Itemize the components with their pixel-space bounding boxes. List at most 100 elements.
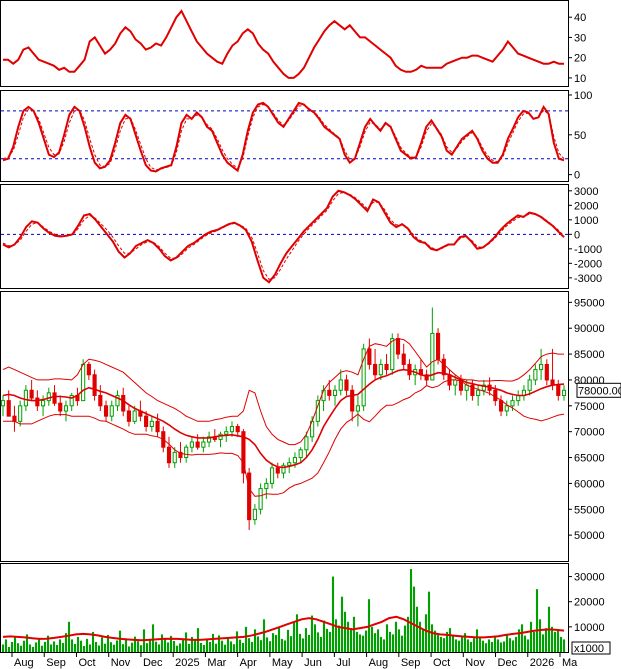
panel-frames	[0, 0, 569, 653]
volume-bar	[358, 634, 362, 652]
candle	[189, 436, 194, 453]
candle	[264, 478, 269, 499]
volume-bar	[199, 642, 203, 652]
candle-body	[269, 467, 275, 484]
candle-body	[207, 436, 212, 443]
volume-bar	[376, 629, 380, 652]
volume-bar	[205, 638, 209, 652]
volume-bar	[220, 640, 224, 652]
volume-bar	[43, 641, 47, 652]
volume-bar	[268, 641, 272, 652]
volume-bar	[313, 624, 317, 652]
volume-bar	[76, 636, 80, 652]
volume-bar	[499, 642, 503, 652]
candle-body	[126, 410, 132, 422]
candle	[29, 379, 34, 401]
candle	[109, 400, 114, 422]
volume-unit-label: x1000	[574, 643, 604, 655]
volume-bar	[370, 626, 374, 652]
volume-bar	[301, 638, 305, 652]
volume-bar	[109, 642, 113, 652]
volume-bar	[64, 633, 68, 652]
stochastic-tick-label: 50	[574, 130, 586, 142]
candle-body	[241, 431, 246, 474]
volume-bar	[259, 640, 263, 652]
candle-body	[332, 389, 338, 396]
volume-bar	[100, 637, 104, 652]
candle	[424, 369, 429, 386]
candle	[252, 504, 257, 525]
candle-body	[338, 379, 343, 391]
volume-bar	[154, 641, 158, 652]
macd-tick-label: -3000	[574, 273, 602, 285]
volume-bar	[130, 642, 134, 652]
candle	[103, 400, 109, 422]
candle-body	[476, 389, 481, 396]
volume-bar	[187, 643, 191, 652]
candle-body	[470, 384, 475, 396]
candle	[344, 374, 349, 396]
volume-bar	[394, 621, 398, 652]
volume-bar	[160, 634, 164, 652]
volume-bar	[439, 636, 443, 652]
volume-bar	[136, 641, 140, 652]
candle-body	[327, 389, 332, 396]
volume-bar	[295, 614, 299, 652]
volume-bar	[532, 631, 536, 652]
x-tick-label: Nov	[465, 657, 485, 669]
candle-body	[81, 363, 86, 402]
candle	[327, 379, 332, 401]
candle-body	[292, 457, 298, 464]
last-price-tag: 78000.00	[576, 382, 621, 398]
candle-body	[367, 348, 372, 365]
x-tick-label: Jul	[336, 657, 350, 669]
candle	[155, 413, 160, 437]
price-panel: 5000055000600006500070000750008000085000…	[0, 297, 605, 542]
volume-bar	[391, 634, 395, 652]
candle-body	[378, 363, 383, 376]
candle	[126, 405, 132, 427]
volume-bar	[415, 606, 419, 652]
candle-body	[252, 508, 257, 521]
volume-bar	[544, 628, 548, 652]
volume-bar	[151, 624, 155, 652]
volume-bar	[214, 643, 218, 652]
candle-body	[539, 363, 544, 371]
candle	[533, 364, 538, 386]
volume-bar	[508, 638, 512, 652]
candle-body	[98, 394, 103, 407]
candle-body	[46, 392, 51, 402]
volume-bar	[337, 625, 341, 652]
candle	[304, 431, 309, 458]
volume-bar	[232, 644, 236, 652]
last-price-label: 78000.00	[578, 385, 621, 397]
candle-body	[281, 464, 286, 474]
macd-main-line	[2, 189, 565, 284]
volume-bar	[490, 641, 494, 652]
volume-bar	[400, 635, 404, 652]
macd-tick-label: 3000	[574, 186, 598, 198]
candle	[298, 447, 303, 463]
bollinger-lower-band	[3, 379, 565, 497]
volume-bar	[82, 645, 86, 652]
candle	[166, 436, 172, 468]
bollinger-middle-band	[2, 368, 565, 469]
candle-body	[132, 410, 137, 422]
volume-bar	[538, 619, 542, 652]
volume-bar	[403, 625, 407, 652]
candle-body	[35, 397, 40, 407]
volume-bar	[94, 641, 98, 652]
volume-bar	[172, 640, 176, 652]
volume-bar	[427, 591, 431, 652]
candle	[207, 431, 212, 448]
volume-bar	[271, 633, 275, 652]
volume-bar	[304, 628, 308, 652]
candle	[476, 385, 481, 406]
candle-body	[109, 405, 114, 417]
volume-bar	[208, 641, 212, 652]
volume-bar	[244, 626, 248, 652]
volume-bar	[37, 638, 41, 652]
volume-bar	[7, 646, 11, 652]
candle-body	[155, 420, 160, 433]
candle	[539, 348, 544, 380]
